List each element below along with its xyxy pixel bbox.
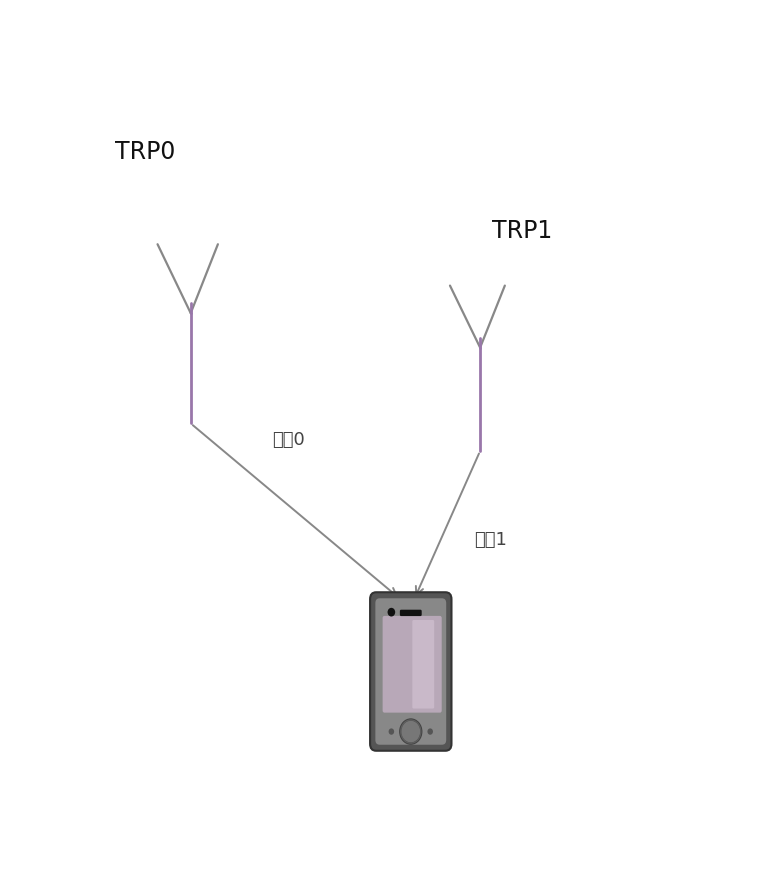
Circle shape — [388, 729, 394, 735]
Text: TRP0: TRP0 — [115, 140, 176, 164]
Text: 路兲0: 路兲0 — [272, 431, 305, 449]
Circle shape — [387, 608, 395, 617]
Circle shape — [427, 729, 433, 735]
Text: TRP1: TRP1 — [492, 219, 552, 243]
FancyBboxPatch shape — [400, 610, 422, 616]
FancyBboxPatch shape — [375, 599, 447, 745]
Circle shape — [401, 721, 420, 743]
FancyBboxPatch shape — [383, 616, 442, 713]
Text: 路兲1: 路兲1 — [474, 530, 507, 548]
FancyBboxPatch shape — [370, 593, 451, 751]
Circle shape — [400, 719, 422, 745]
FancyBboxPatch shape — [412, 620, 434, 709]
